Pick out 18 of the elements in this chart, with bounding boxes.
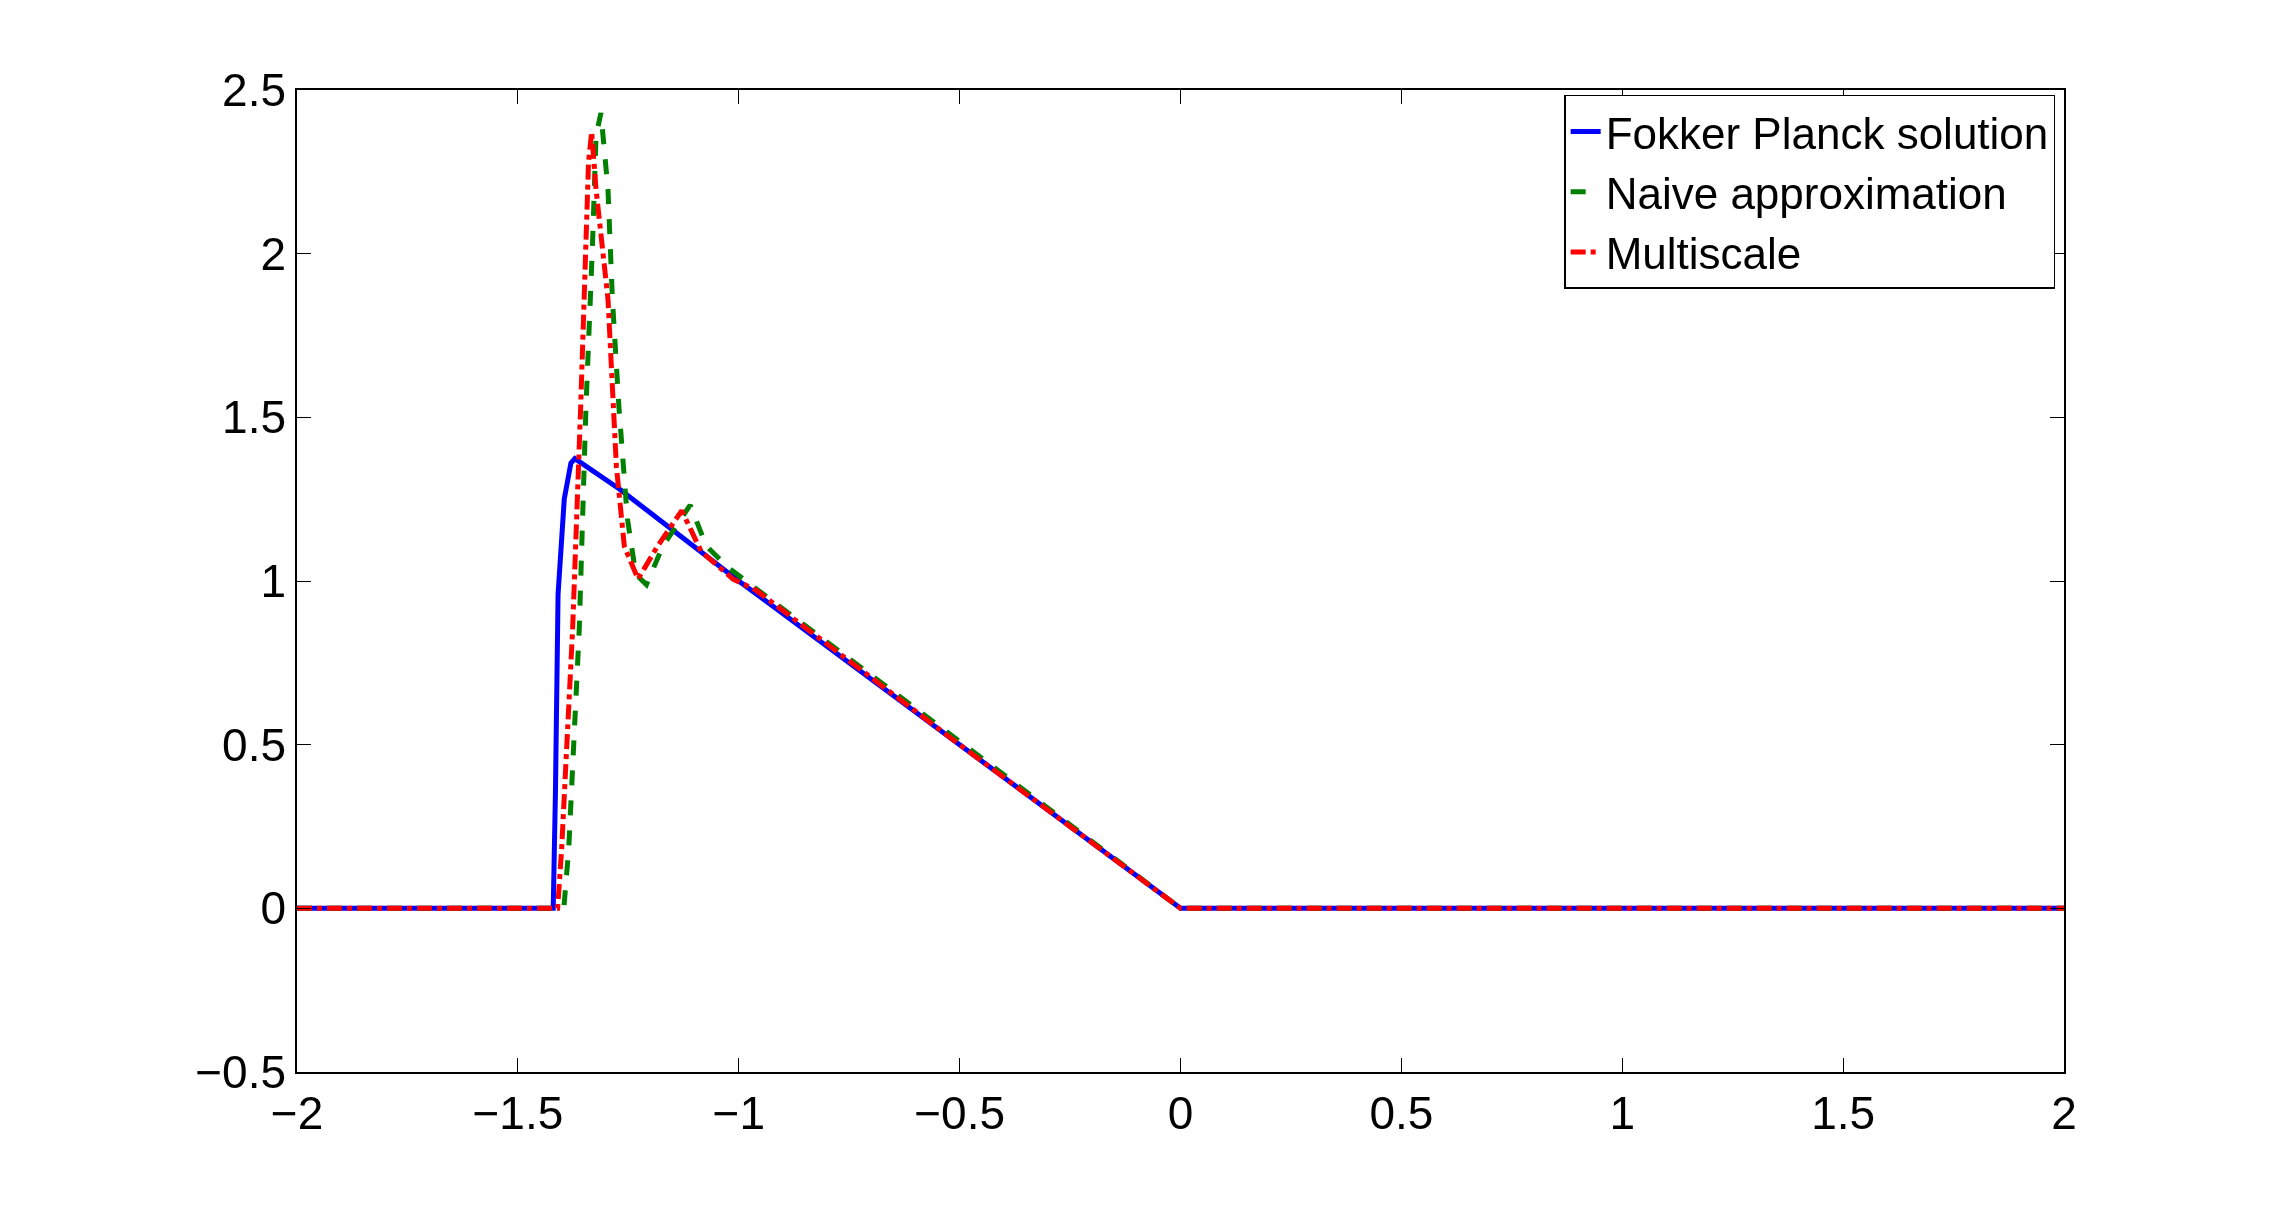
legend-label: Fokker Planck solution: [1605, 108, 2049, 158]
x-tick-label: −1.5: [472, 1086, 564, 1139]
y-tick-label: 0.5: [222, 718, 287, 771]
x-tick-label: −1: [712, 1086, 765, 1139]
y-tick-label: −0.5: [195, 1046, 287, 1099]
x-tick-label: 0: [1167, 1086, 1194, 1139]
y-tick-label: 2: [260, 227, 287, 280]
y-tick-label: 2.5: [222, 64, 287, 117]
y-tick-label: 1.5: [222, 391, 287, 444]
x-tick-label: 1.5: [1811, 1086, 1876, 1139]
x-tick-label: 2: [2051, 1086, 2077, 1139]
y-tick-label: 0: [260, 882, 287, 935]
legend-label: Naive approximation: [1605, 168, 2007, 218]
x-tick-label: −0.5: [914, 1086, 1006, 1139]
x-tick-label: 0.5: [1369, 1086, 1434, 1139]
legend-label: Multiscale: [1605, 229, 1802, 279]
x-tick-label: 1: [1609, 1086, 1636, 1139]
y-tick-label: 1: [260, 555, 287, 608]
